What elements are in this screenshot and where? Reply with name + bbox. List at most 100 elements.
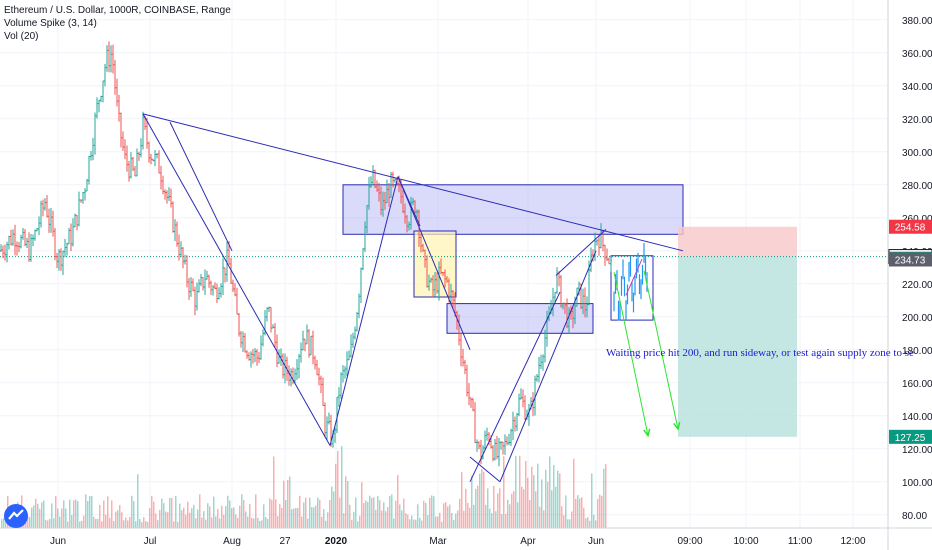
- volume-bar: [169, 497, 171, 528]
- y-tick-label: 300.00: [902, 148, 932, 159]
- volume-bar: [229, 500, 231, 528]
- time-axis: Jun Jul Aug 27 2020 Mar Apr Jun 09:00 10:00 11:00 1…: [50, 536, 866, 547]
- x-tick-label: 27: [279, 536, 291, 547]
- volume-bar: [71, 515, 73, 528]
- volume-bar: [217, 508, 219, 528]
- volume-bar: [231, 508, 233, 528]
- y-tick-label: 140.00: [902, 412, 932, 423]
- volume-bar: [101, 521, 103, 528]
- y-tick-label: 260.00: [902, 214, 932, 225]
- indicator-vol[interactable]: Vol (20): [4, 31, 39, 42]
- volume-bar: [359, 515, 361, 528]
- green-arrow-right: [643, 270, 679, 430]
- volume-bar: [305, 497, 307, 528]
- volume-bar: [197, 509, 199, 528]
- volume-bar: [89, 496, 91, 528]
- volume-bar: [567, 519, 569, 528]
- volume-bar: [493, 485, 495, 528]
- volume-bar: [225, 506, 227, 528]
- volume-bar: [343, 513, 345, 528]
- volume-bar: [523, 489, 525, 528]
- volume-bar: [51, 503, 53, 528]
- volume-bar: [579, 498, 581, 528]
- volume-bar: [473, 504, 475, 528]
- volume-bar: [413, 519, 415, 528]
- volume-bar: [179, 503, 181, 528]
- volume-bar: [257, 517, 259, 528]
- volume-bar: [149, 508, 151, 528]
- volume-bar: [75, 499, 77, 528]
- volume-bar: [205, 519, 207, 528]
- volume-bar: [379, 500, 381, 528]
- volume-bar: [385, 511, 387, 528]
- volume-bar: [173, 521, 175, 528]
- volume-bar: [521, 486, 523, 528]
- volume-bar: [593, 514, 595, 528]
- volume-bar: [181, 510, 183, 528]
- y-tick-label: 320.00: [902, 115, 932, 126]
- volume-bar: [605, 464, 607, 528]
- volume-bar: [129, 517, 131, 528]
- volume-bar: [335, 463, 337, 528]
- volume-bar: [207, 503, 209, 528]
- volume-bar: [83, 515, 85, 528]
- volume-bar: [507, 499, 509, 528]
- volume-bar: [91, 495, 93, 528]
- volume-bar: [337, 451, 339, 528]
- trendline-drawings: [142, 113, 684, 483]
- volume-bar: [275, 499, 277, 528]
- volume-bar: [367, 501, 369, 528]
- take-profit-zone: [678, 256, 797, 437]
- y-tick-label: 220.00: [902, 280, 932, 291]
- tradingview-logo-icon[interactable]: [4, 504, 28, 528]
- volume-bar: [471, 475, 473, 528]
- volume-bar: [53, 518, 55, 528]
- volume-bar: [143, 517, 145, 528]
- volume-bar: [95, 518, 97, 528]
- volume-bar: [341, 446, 343, 528]
- volume-bar: [263, 504, 265, 528]
- volume-bar: [331, 486, 333, 528]
- volume-bar: [97, 518, 99, 528]
- volume-bar: [187, 501, 189, 528]
- volume-bar: [253, 518, 255, 528]
- indicator-volume-spike[interactable]: Volume Spike (3, 14): [4, 18, 97, 29]
- volume-bar: [375, 509, 377, 528]
- volume-bar: [415, 519, 417, 528]
- green-arrow-right-head: [673, 422, 681, 431]
- volume-bar: [105, 514, 107, 528]
- volume-bar: [597, 498, 599, 528]
- volume-bar: [553, 464, 555, 528]
- volume-bar: [347, 481, 349, 528]
- volume-bar: [321, 516, 323, 528]
- volume-bar: [589, 520, 591, 528]
- volume-bar: [117, 510, 119, 528]
- volume-bar: [281, 507, 283, 528]
- volume-bar: [69, 499, 71, 528]
- volume-bar: [517, 502, 519, 528]
- volume-bar: [159, 509, 161, 528]
- volume-bar: [377, 496, 379, 528]
- x-tick-label: Apr: [520, 536, 536, 547]
- volume-bar: [447, 506, 449, 528]
- volume-bar: [461, 472, 463, 528]
- volume-bar: [383, 502, 385, 528]
- x-tick-label: Jun: [588, 536, 604, 547]
- volume-bar: [437, 516, 439, 528]
- drawing-zones: [0, 184, 888, 437]
- volume-bar: [427, 515, 429, 528]
- volume-bar: [345, 476, 347, 528]
- volume-bar: [93, 516, 95, 528]
- channel-lower: [499, 250, 597, 482]
- volume-bar: [303, 502, 305, 528]
- volume-bar: [583, 507, 585, 528]
- volume-bar: [395, 500, 397, 528]
- volume-bar: [131, 495, 133, 528]
- volume-bar: [463, 510, 465, 528]
- volume-bar: [255, 494, 257, 528]
- trendline-peak: [555, 228, 607, 276]
- volume-bar: [349, 504, 351, 528]
- supply-zone-top: [342, 184, 684, 235]
